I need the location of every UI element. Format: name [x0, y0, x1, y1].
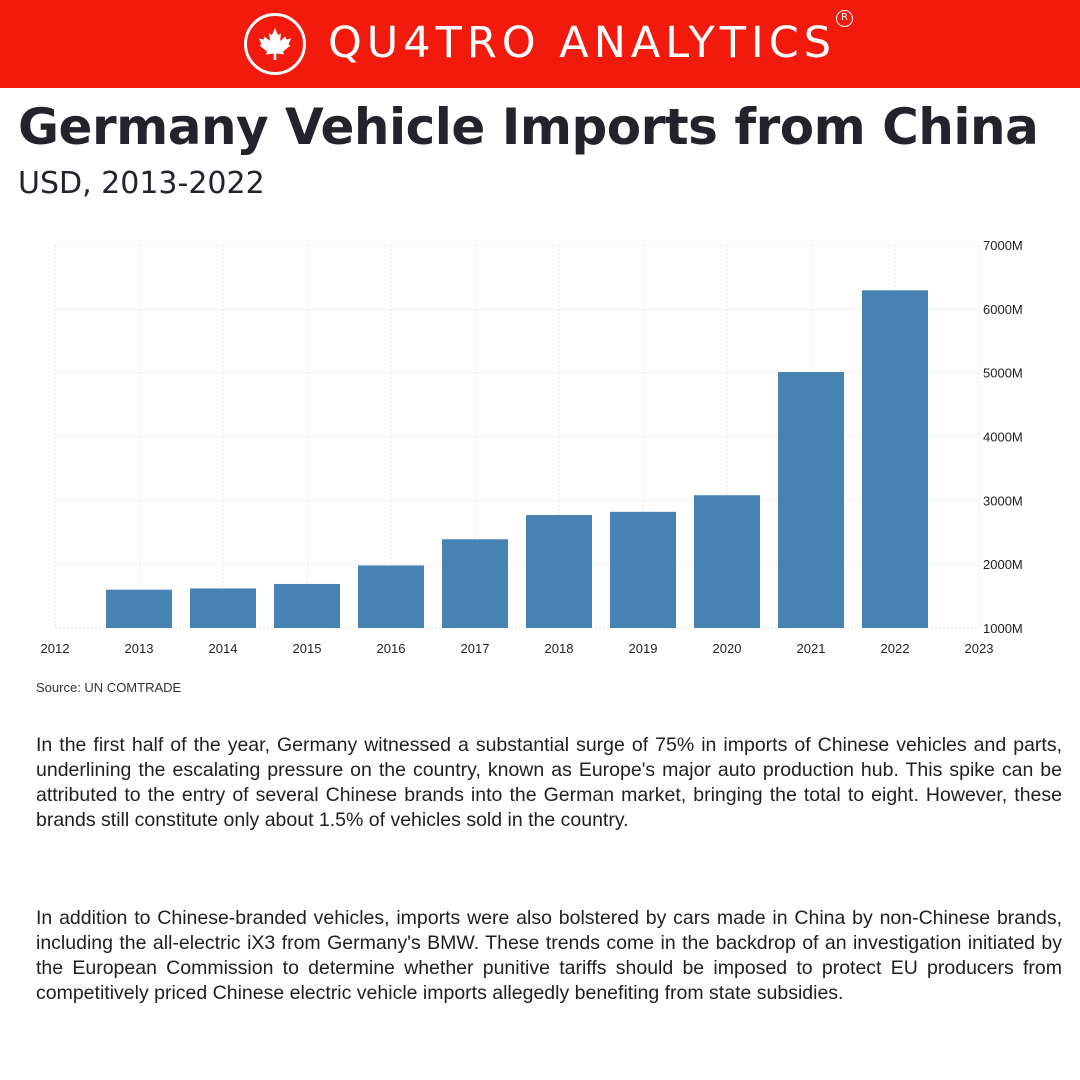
bar-2014 [190, 588, 256, 628]
body-paragraph-2: In addition to Chinese-branded vehicles,… [36, 907, 1062, 1004]
brand-name: QU4TRO ANALYTICS [327, 18, 837, 68]
bar-chart: 2012 2013 2014 2015 2016 2017 2018 2019 2020 2021… [41, 238, 1023, 656]
x-tick-label-2023: 2023 [965, 641, 994, 656]
y-tick-label-1000: 1000M [983, 621, 1023, 636]
bar-2021 [778, 372, 844, 628]
y-tick-label-4000: 4000M [983, 430, 1023, 445]
x-tick-label-2016: 2016 [377, 641, 406, 656]
y-tick-label-6000: 6000M [983, 302, 1023, 317]
bar-2020 [694, 495, 760, 628]
x-tick-label-2013: 2013 [125, 641, 154, 656]
x-tick-label-2015: 2015 [293, 641, 322, 656]
y-tick-label-3000: 3000M [983, 493, 1023, 508]
bar-2017 [442, 539, 508, 628]
source-note: Source: UN COMTRADE [36, 680, 182, 695]
bar-2016 [358, 565, 424, 628]
bar-2018 [526, 515, 592, 628]
x-tick-label-2017: 2017 [461, 641, 490, 656]
registered-trademark-icon: R [836, 10, 853, 27]
x-tick-label-2018: 2018 [545, 641, 574, 656]
bar-2015 [274, 583, 340, 628]
y-tick-label-5000: 5000M [983, 366, 1023, 381]
y-tick-label-7000: 7000M [983, 238, 1023, 253]
page-title: Germany Vehicle Imports from China [18, 98, 1039, 156]
body-paragraph-1: In the first half of the year, Germany w… [36, 734, 1062, 831]
page-subtitle: USD, 2013-2022 [18, 166, 265, 201]
bar-2022 [862, 290, 928, 628]
x-tick-label-2021: 2021 [797, 641, 826, 656]
x-tick-label-2019: 2019 [629, 641, 658, 656]
brand-banner: QU4TRO ANALYTICS R [0, 0, 1080, 88]
maple-leaf-icon [243, 13, 306, 75]
y-tick-label-2000: 2000M [983, 557, 1023, 572]
bar-2019 [610, 511, 676, 628]
bar-2013 [106, 589, 172, 628]
x-tick-label-2022: 2022 [881, 641, 910, 656]
x-tick-label-2020: 2020 [713, 641, 742, 656]
x-tick-label-2012: 2012 [41, 641, 70, 656]
x-tick-label-2014: 2014 [209, 641, 238, 656]
